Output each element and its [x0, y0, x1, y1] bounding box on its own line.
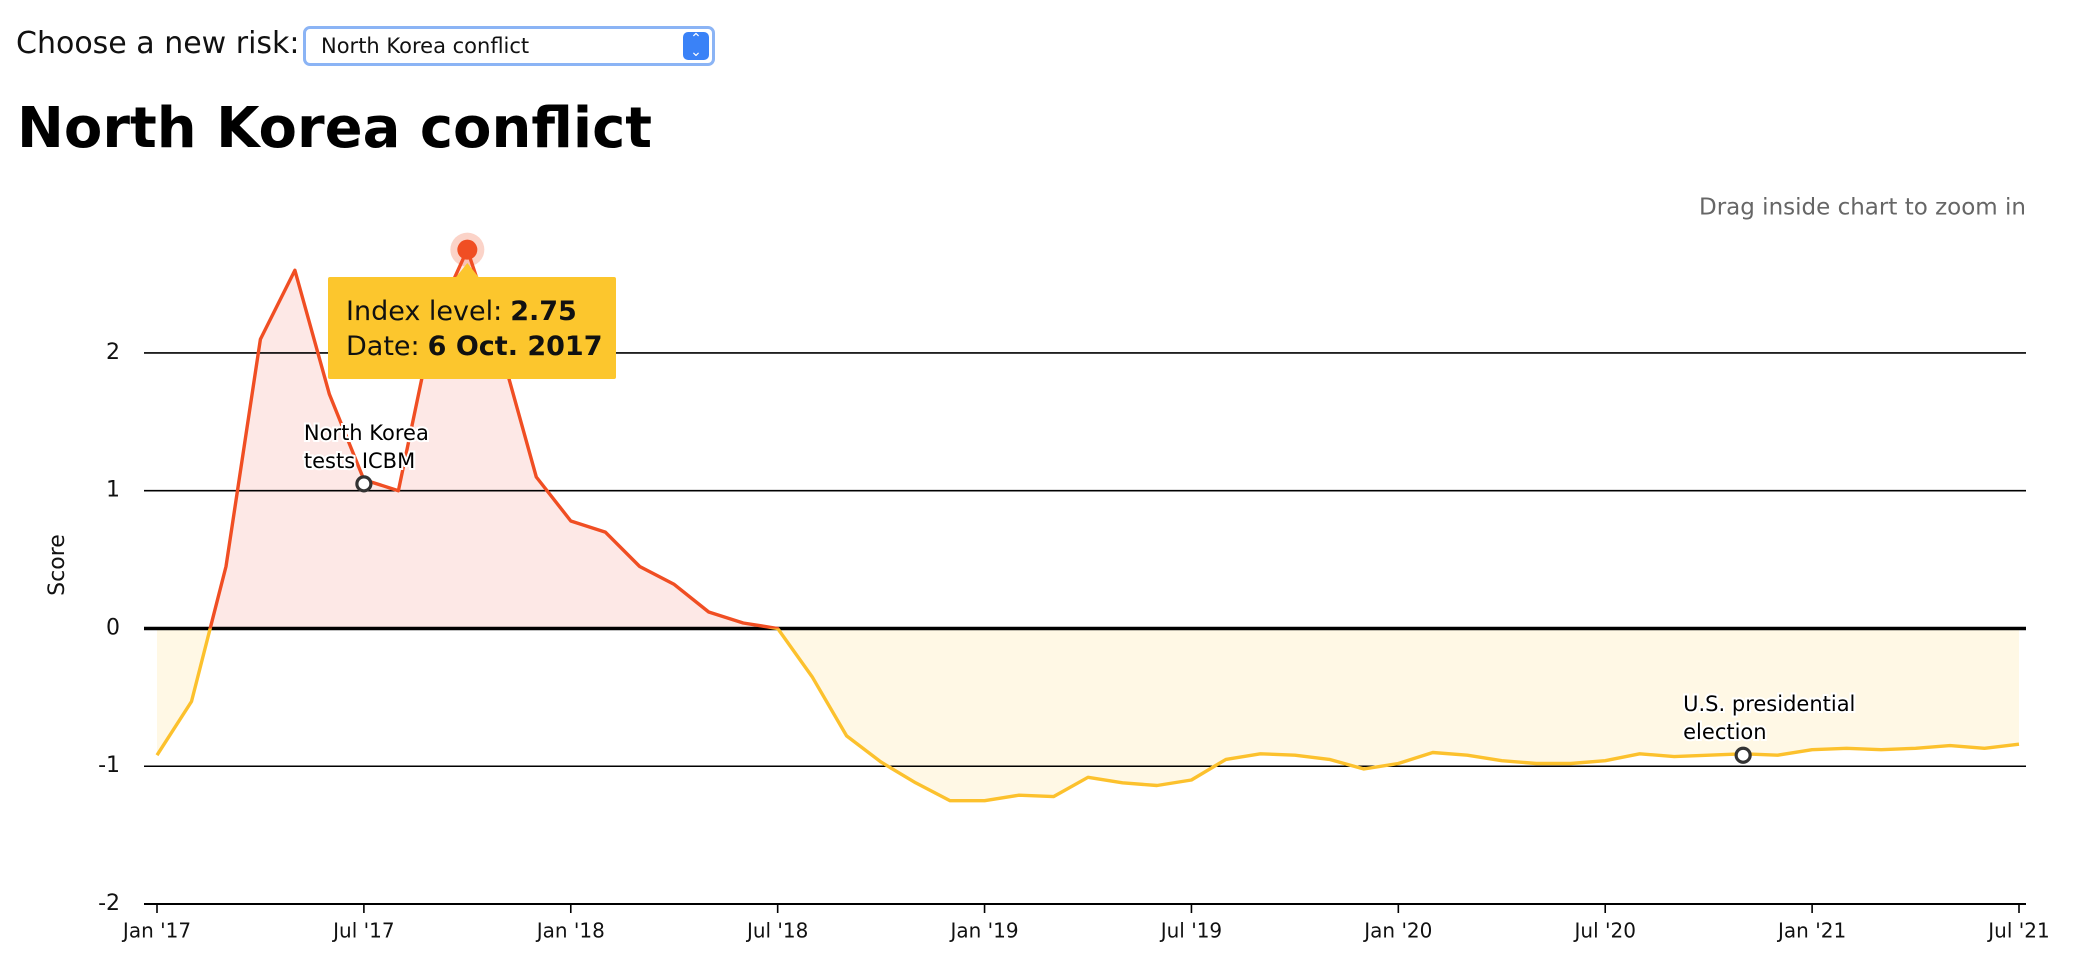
y-tick-label: 0 [106, 615, 120, 640]
x-tick-label: Jan '19 [948, 919, 1018, 943]
annotation-label: North Korea [304, 421, 429, 445]
tooltip-key: Date: [346, 331, 420, 362]
risk-label: Choose a new risk: [16, 26, 300, 61]
tooltip-key: Index level: [346, 296, 502, 327]
annotation-marker [1734, 746, 1752, 764]
annotation-label: U.S. presidential [1683, 692, 1855, 716]
tooltip-value: 6 Oct. 2017 [428, 331, 603, 362]
x-tick-label: Jan '21 [1776, 919, 1846, 943]
chart-title: North Korea conflict [17, 96, 653, 161]
x-tick-label: Jan '18 [535, 919, 605, 943]
y-axis-label: Score [45, 534, 70, 596]
x-tick-label: Jul '19 [1159, 919, 1222, 943]
annotation-label: tests ICBM [304, 449, 415, 473]
y-tick-label: -2 [98, 891, 120, 916]
x-tick-label: Jul '17 [331, 919, 394, 943]
annotation-label: election [1683, 720, 1766, 744]
tooltip-value: 2.75 [510, 296, 577, 327]
tooltip-line: Date: 6 Oct. 2017 [346, 331, 603, 362]
tooltip-line: Index level: 2.75 [346, 296, 577, 327]
risk-select[interactable]: North Korea conflict ⌃ ⌄ [303, 26, 715, 66]
zoom-hint: Drag inside chart to zoom in [1699, 195, 2026, 221]
annotation-marker [355, 475, 373, 493]
tooltip-box [328, 277, 616, 379]
risk-select-value: North Korea conflict [321, 34, 530, 58]
x-tick-label: Jul '18 [745, 919, 808, 943]
x-tick-label: Jul '20 [1573, 919, 1636, 943]
x-tick-label: Jan '17 [121, 919, 191, 943]
y-tick-label: -1 [98, 753, 120, 778]
y-tick-label: 2 [106, 340, 120, 365]
x-tick-label: Jul '21 [1986, 919, 2049, 943]
x-tick-label: Jan '20 [1362, 919, 1432, 943]
hover-point [457, 239, 478, 260]
select-chevron: ⌃ ⌄ [683, 32, 709, 60]
area [157, 249, 2019, 801]
y-tick-label: 1 [106, 478, 120, 503]
tooltip-pointer [455, 263, 480, 278]
